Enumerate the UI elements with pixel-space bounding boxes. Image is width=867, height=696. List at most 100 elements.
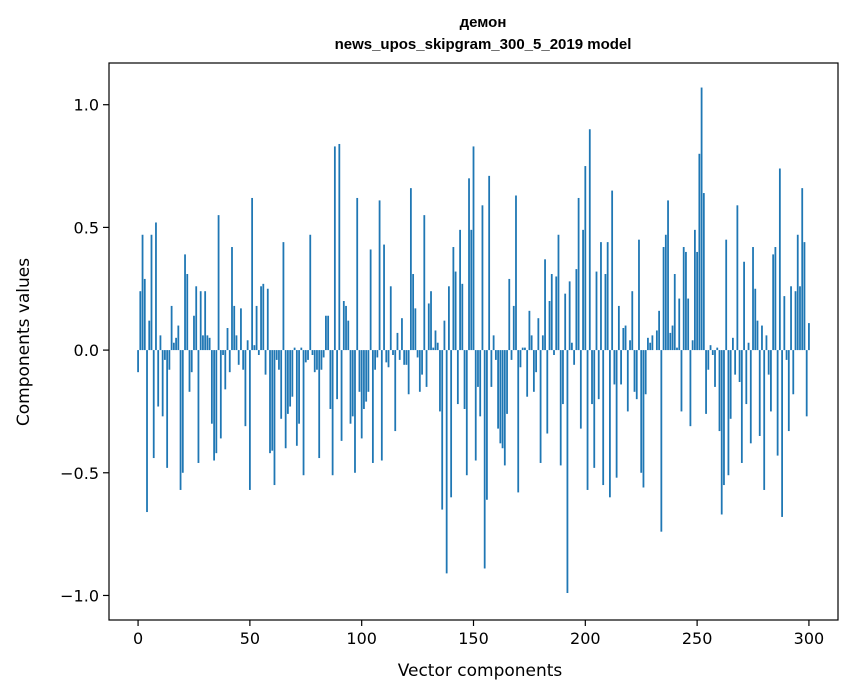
bar-158	[490, 350, 493, 387]
bar-6	[150, 234, 153, 351]
bar-22	[186, 274, 189, 351]
bar-190	[562, 350, 564, 405]
bar-188	[557, 234, 560, 351]
bar-290	[785, 350, 788, 360]
bar-299	[805, 350, 808, 417]
bar-256	[709, 345, 712, 351]
bar-5	[148, 320, 151, 351]
bar-121	[407, 350, 410, 395]
bar-77	[309, 234, 312, 351]
bar-52	[253, 345, 256, 351]
bar-296	[799, 286, 801, 351]
bar-204	[593, 350, 596, 468]
bar-208	[602, 350, 605, 486]
bar-93	[345, 305, 347, 351]
bar-179	[537, 318, 540, 351]
bar-144	[459, 229, 461, 351]
bar-53	[255, 305, 258, 351]
bar-114	[392, 350, 394, 355]
bar-294	[794, 291, 797, 351]
bar-72	[298, 350, 300, 424]
bar-277	[756, 320, 759, 351]
bar-105	[371, 350, 374, 463]
bar-292	[790, 286, 792, 351]
bar-243	[680, 350, 683, 412]
chart-title: демон	[460, 14, 507, 31]
bar-161	[497, 350, 499, 429]
bar-88	[333, 146, 336, 351]
bar-141	[452, 247, 455, 351]
y-tick-label: 0.5	[74, 218, 99, 237]
bar-168	[512, 305, 515, 351]
bar-27	[197, 350, 200, 463]
bar-102	[365, 350, 368, 402]
bar-234	[660, 350, 663, 532]
bar-148	[468, 178, 470, 351]
bar-25	[193, 315, 195, 351]
bar-18	[177, 325, 180, 351]
bar-84	[325, 315, 327, 351]
bar-268	[736, 205, 739, 351]
bar-74	[302, 350, 305, 476]
bar-117	[398, 350, 401, 360]
bar-34	[213, 350, 215, 461]
bar-217	[622, 328, 625, 351]
bar-273	[747, 342, 750, 351]
bar-54	[257, 350, 260, 355]
bar-90	[338, 143, 341, 351]
bar-155	[483, 350, 486, 569]
bar-198	[579, 350, 582, 429]
bar-69	[291, 350, 294, 397]
bar-81	[318, 350, 321, 459]
bar-48	[244, 350, 247, 427]
bar-240	[673, 274, 676, 351]
bar-31	[206, 335, 209, 351]
bar-134	[436, 342, 439, 351]
bar-249	[693, 229, 696, 351]
bar-166	[508, 278, 511, 351]
bar-110	[383, 244, 385, 351]
bar-101	[363, 350, 365, 409]
bar-4	[146, 350, 148, 513]
bar-235	[662, 247, 665, 351]
bar-71	[295, 350, 298, 446]
bar-205	[595, 271, 598, 351]
bar-269	[738, 350, 741, 382]
bar-116	[396, 332, 399, 351]
bar-26	[195, 286, 198, 351]
bar-276	[754, 288, 757, 351]
x-tick-label: 300	[794, 629, 825, 648]
bar-270	[740, 350, 743, 463]
bar-96	[351, 350, 354, 417]
bar-257	[711, 350, 714, 355]
bar-175	[528, 310, 531, 351]
bar-61	[273, 350, 276, 486]
bar-298	[803, 242, 806, 351]
bar-254	[705, 350, 707, 414]
bar-224	[638, 239, 640, 351]
y-axis: −1.0 −0.5 0.0 0.5 1.0	[60, 96, 109, 605]
y-tick-label: −0.5	[60, 464, 99, 483]
bar-76	[307, 350, 309, 360]
bar-42	[231, 247, 233, 351]
bar-16	[172, 342, 175, 351]
bar-41	[228, 350, 231, 373]
bar-225	[640, 350, 643, 473]
bar-244	[682, 247, 685, 351]
bar-295	[796, 234, 799, 351]
bar-300	[808, 323, 810, 351]
bar-82	[320, 350, 323, 370]
bar-57	[264, 350, 267, 375]
bar-23	[188, 350, 191, 392]
bar-160	[494, 350, 497, 360]
x-axis-label: Vector components	[398, 661, 563, 681]
bar-145	[461, 283, 464, 351]
bar-266	[732, 337, 734, 351]
bar-181	[541, 335, 544, 351]
bar-2	[141, 234, 144, 351]
bar-99	[358, 350, 361, 392]
bar-194	[571, 342, 573, 351]
bar-91	[340, 350, 343, 441]
bar-200	[584, 166, 587, 351]
plot-frame	[108, 62, 839, 621]
